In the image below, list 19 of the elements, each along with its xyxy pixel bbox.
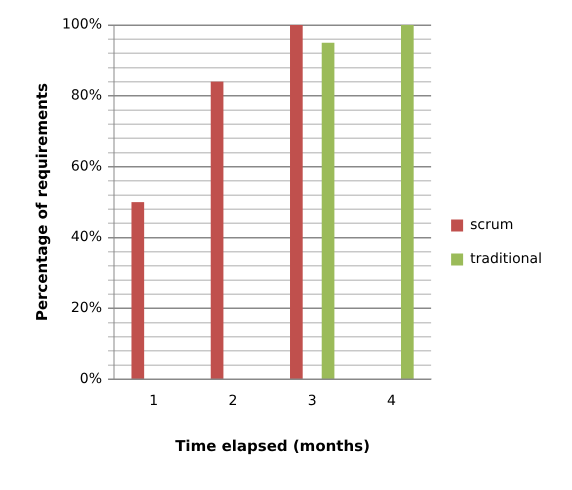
y-tick-label: 60% — [70, 158, 102, 174]
x-tick-label: 2 — [228, 393, 238, 410]
legend-label: traditional — [470, 251, 542, 268]
bar — [400, 25, 414, 378]
bar — [290, 25, 303, 378]
x-axis-title: Time elapsed (months) — [175, 436, 370, 455]
bar — [131, 202, 144, 378]
bar — [322, 42, 334, 378]
y-tick-label: 40% — [70, 229, 102, 246]
y-tick-label: 20% — [70, 300, 102, 316]
x-tick-label: 4 — [387, 393, 396, 410]
legend-label: scrum — [470, 217, 514, 234]
x-tick-label: 1 — [149, 393, 158, 410]
y-tick-label: 0% — [80, 370, 102, 387]
y-tick-label: 80% — [70, 87, 102, 104]
y-axis-title: Percentage of requirements — [32, 83, 51, 322]
x-tick-label: 3 — [308, 393, 317, 410]
y-tick-label: 100% — [62, 16, 102, 33]
bar — [210, 82, 224, 378]
